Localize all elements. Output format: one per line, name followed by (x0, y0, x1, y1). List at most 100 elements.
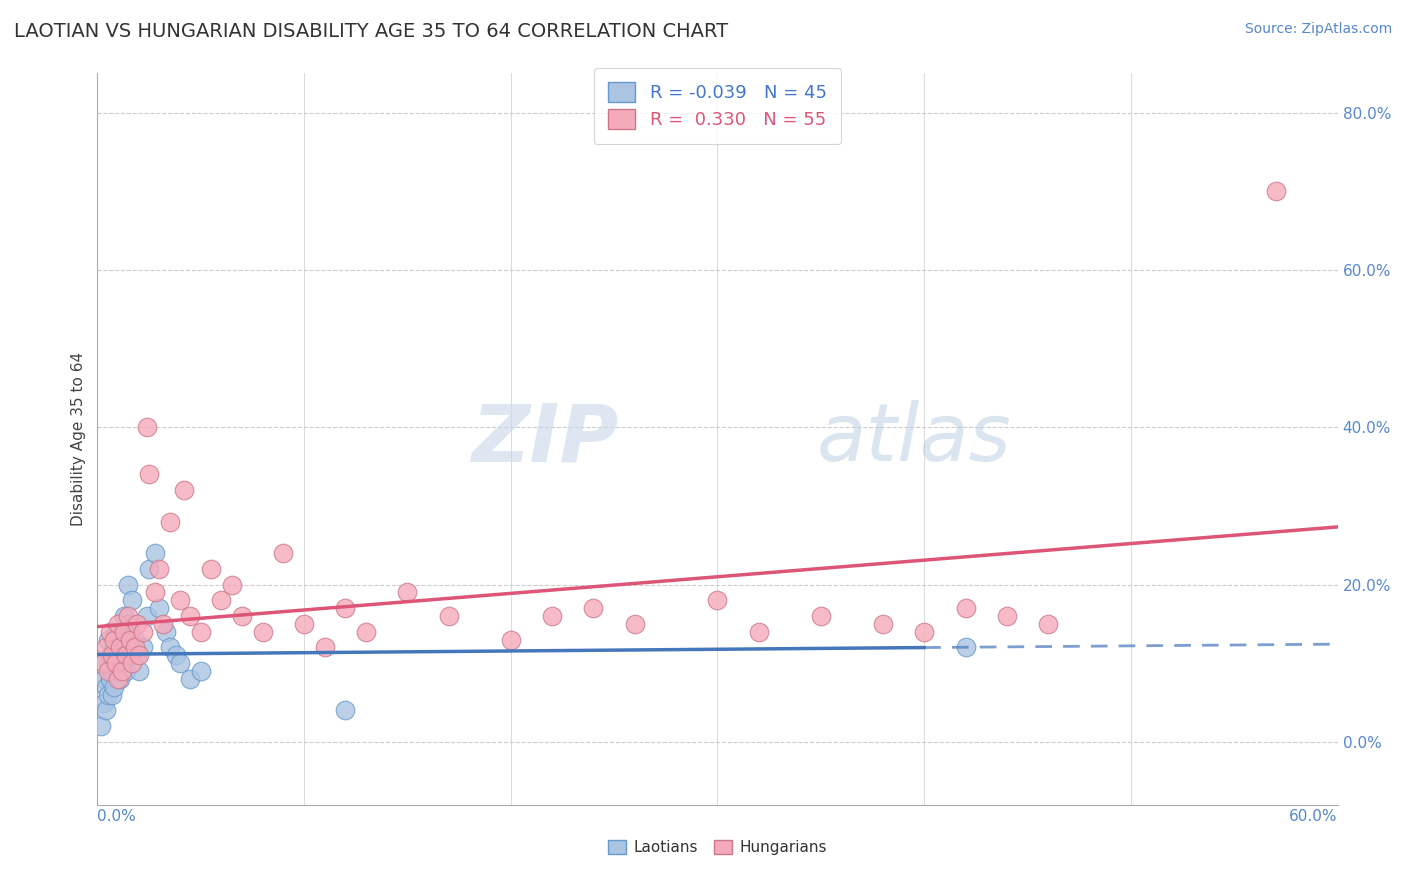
Y-axis label: Disability Age 35 to 64: Disability Age 35 to 64 (72, 352, 86, 526)
Point (107, 640, 129, 655)
Point (120, 624, 142, 639)
Point (94, 703, 117, 717)
Point (159, 515, 181, 529)
Point (190, 664, 212, 678)
Text: 0.0%: 0.0% (97, 809, 136, 823)
Point (98, 624, 121, 639)
Point (209, 593, 232, 607)
Point (101, 648, 124, 663)
Point (115, 640, 138, 655)
Point (112, 624, 135, 639)
Point (90, 719, 112, 733)
Point (541, 609, 564, 624)
Point (810, 609, 832, 624)
Point (872, 616, 894, 631)
Legend: R = -0.039   N = 45, R =  0.330   N = 55: R = -0.039 N = 45, R = 0.330 N = 55 (593, 68, 841, 144)
Point (107, 664, 129, 678)
Point (335, 703, 357, 717)
Point (354, 624, 377, 639)
Point (107, 616, 129, 631)
Point (121, 593, 143, 607)
Point (97, 664, 120, 678)
Point (115, 664, 138, 678)
Point (955, 601, 977, 615)
Point (148, 601, 170, 615)
Point (117, 616, 139, 631)
Point (117, 577, 139, 591)
Point (396, 585, 419, 599)
Point (143, 546, 166, 560)
Point (314, 640, 336, 655)
Point (138, 467, 160, 482)
Point (107, 672, 129, 686)
Point (115, 648, 138, 663)
Point (124, 640, 146, 655)
Point (995, 609, 1018, 624)
Point (165, 648, 187, 663)
Point (120, 632, 142, 647)
Point (624, 616, 647, 631)
Point (159, 640, 181, 655)
Point (136, 420, 159, 434)
Point (125, 648, 148, 663)
Point (582, 601, 605, 615)
Point (112, 609, 135, 624)
Point (124, 632, 146, 647)
Point (108, 648, 131, 663)
Point (103, 680, 125, 694)
Text: atlas: atlas (817, 400, 1011, 478)
Point (98, 648, 121, 663)
Point (101, 664, 124, 678)
Point (104, 656, 127, 670)
Point (93, 672, 115, 686)
Point (108, 672, 131, 686)
Point (103, 640, 125, 655)
Point (955, 640, 977, 655)
Point (111, 664, 134, 678)
Point (94, 680, 117, 694)
Point (97, 688, 120, 702)
Point (112, 632, 135, 647)
Point (169, 656, 191, 670)
Point (111, 656, 134, 670)
Point (499, 632, 522, 647)
Point (221, 577, 243, 591)
Text: Source: ZipAtlas.com: Source: ZipAtlas.com (1244, 22, 1392, 37)
Point (706, 593, 728, 607)
Point (335, 601, 357, 615)
Point (128, 664, 150, 678)
Point (190, 624, 212, 639)
Point (128, 648, 150, 663)
Point (252, 624, 274, 639)
Point (437, 609, 460, 624)
Point (121, 656, 143, 670)
Point (200, 562, 222, 576)
Point (104, 656, 127, 670)
Point (138, 562, 160, 576)
Point (1038, 616, 1060, 631)
Point (912, 624, 935, 639)
Point (117, 609, 139, 624)
Point (103, 632, 125, 647)
Text: 60.0%: 60.0% (1289, 809, 1337, 823)
Point (748, 624, 770, 639)
Point (93, 696, 115, 710)
Point (132, 640, 155, 655)
Point (97, 656, 120, 670)
Point (179, 609, 201, 624)
Point (152, 616, 174, 631)
Point (104, 624, 127, 639)
Point (97, 632, 120, 647)
Point (169, 593, 191, 607)
Point (136, 609, 159, 624)
Point (94, 640, 117, 655)
Point (231, 609, 253, 624)
Point (143, 585, 166, 599)
Point (132, 624, 155, 639)
Point (125, 616, 148, 631)
Point (273, 546, 295, 560)
Point (101, 688, 124, 702)
Point (292, 616, 315, 631)
Point (98, 672, 121, 686)
Point (173, 483, 195, 497)
